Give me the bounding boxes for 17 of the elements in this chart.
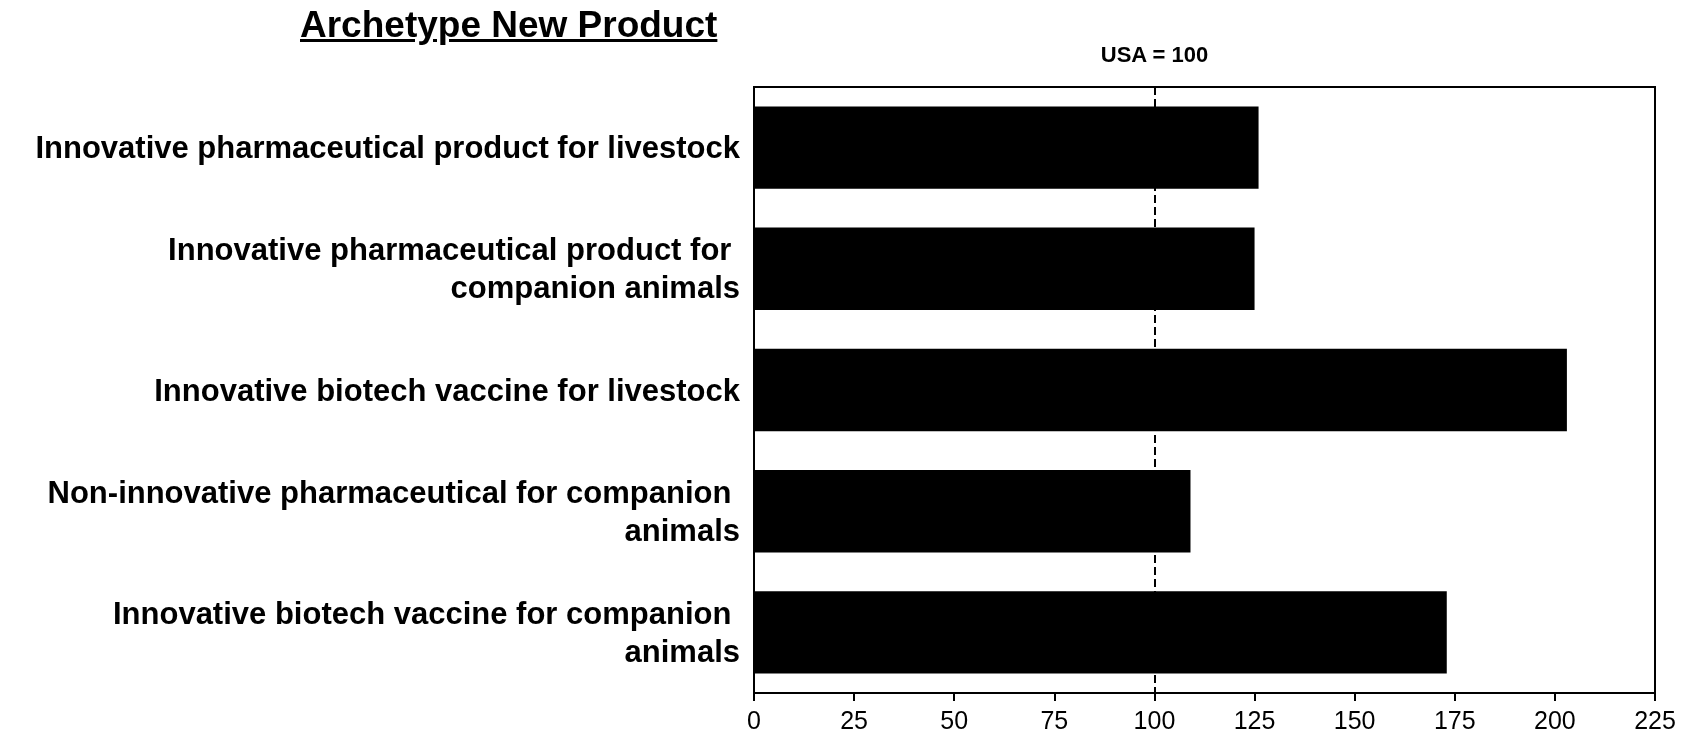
x-tick-label: 200: [1534, 705, 1576, 734]
x-tick-label: 0: [747, 705, 761, 734]
y-tick-label: Innovative pharmaceutical product for companion animals: [168, 232, 740, 306]
x-tick-label: 175: [1433, 705, 1476, 734]
x-tick-label: 225: [1634, 705, 1676, 734]
x-tick-label: 75: [1040, 705, 1069, 734]
y-tick-label: Innovative biotech vaccine for companion animals: [112, 595, 740, 669]
x-tick-label: 25: [840, 705, 869, 734]
y-tick-label: Non-innovative pharmaceutical for companion animals: [47, 474, 740, 548]
chart-title: Archetype New Product: [300, 4, 718, 46]
x-tick-label: 50: [940, 705, 969, 734]
x-tick-label: 100: [1133, 705, 1176, 734]
x-tick-label: 125: [1233, 705, 1276, 734]
y-tick-label: Innovative pharmaceutical product for livestock: [35, 130, 741, 166]
ref-line-label: USA = 100: [1100, 41, 1209, 67]
x-tick-label: 150: [1333, 705, 1376, 734]
y-tick-label: Innovative biotech vaccine for livestock: [154, 372, 741, 408]
